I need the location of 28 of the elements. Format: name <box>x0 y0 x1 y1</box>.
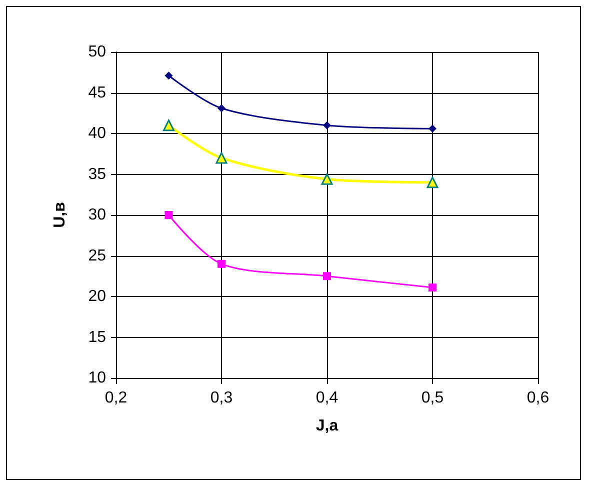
y-tick-label: 10 <box>88 370 106 386</box>
point <box>163 120 174 132</box>
point <box>164 211 173 219</box>
y-tick-label: 45 <box>88 84 106 102</box>
point <box>321 173 333 185</box>
point <box>428 284 436 292</box>
point <box>218 260 226 268</box>
x-axis-title: J,a <box>316 418 338 434</box>
y-tick-label: 40 <box>88 125 106 142</box>
y-tick-label: 25 <box>88 247 106 264</box>
x-tick-label: 0,2 <box>104 390 128 406</box>
point <box>164 72 173 80</box>
y-tick-label: 30 <box>88 206 106 224</box>
x-tick-label: 0,4 <box>316 390 338 406</box>
point <box>218 104 226 112</box>
x-tick-label: 0,5 <box>421 390 444 406</box>
y-tick-label: 15 <box>88 328 106 346</box>
point <box>323 272 331 280</box>
y-tick-label: 35 <box>88 166 106 183</box>
y-axis-title: U,в <box>52 202 68 228</box>
x-tick-label: 0,6 <box>526 390 550 406</box>
point <box>426 176 438 188</box>
x-tick-label: 0,3 <box>210 390 233 406</box>
y-tick-label: 50 <box>88 44 106 60</box>
point <box>216 152 228 164</box>
point <box>428 124 436 133</box>
point <box>323 121 331 130</box>
y-tick-label: 20 <box>88 288 106 305</box>
